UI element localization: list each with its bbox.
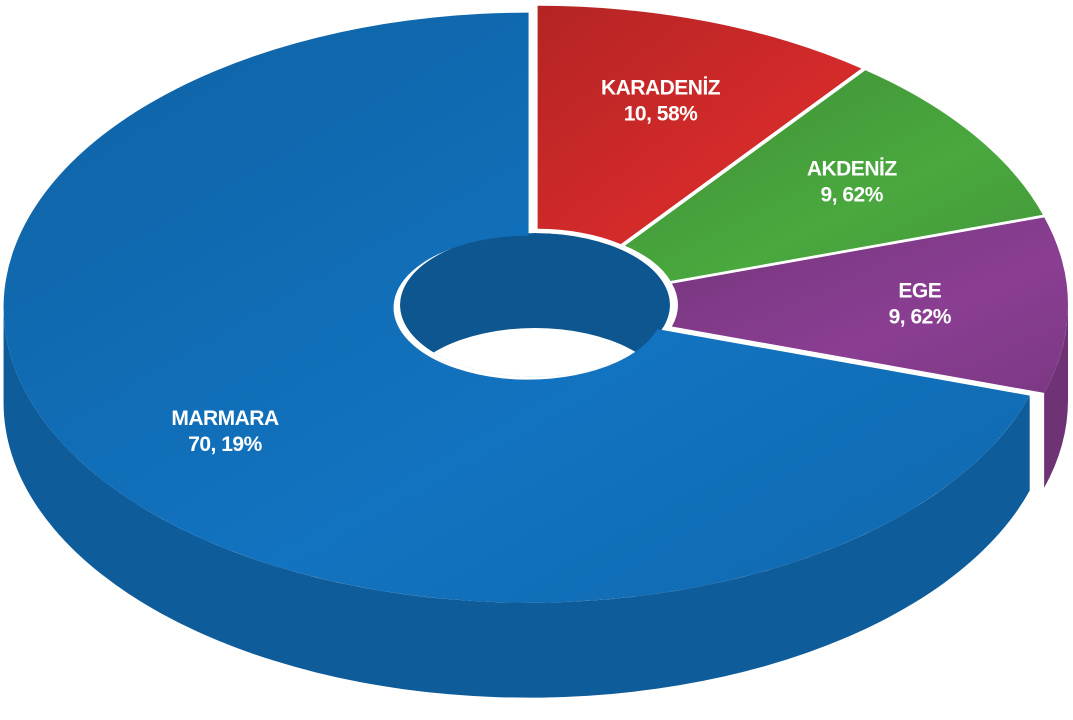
value-label: 9, 62% bbox=[889, 306, 952, 329]
value-label: 9, 62% bbox=[821, 184, 884, 207]
slice-label: EGE bbox=[898, 280, 941, 303]
value-label: 70, 19% bbox=[188, 433, 262, 456]
slice-side bbox=[3, 307, 1030, 698]
slice-side bbox=[1044, 305, 1068, 488]
hole bbox=[400, 233, 670, 377]
slice-label: MARMARA bbox=[171, 407, 279, 430]
slice bbox=[3, 12, 1030, 603]
value-label: 10, 58% bbox=[624, 103, 698, 126]
hole-floor bbox=[400, 328, 670, 377]
slice-label: KARADENİZ bbox=[601, 77, 721, 100]
slice bbox=[624, 70, 1043, 282]
slice bbox=[671, 217, 1068, 393]
slice bbox=[537, 5, 862, 245]
slice-label: AKDENİZ bbox=[807, 158, 898, 181]
